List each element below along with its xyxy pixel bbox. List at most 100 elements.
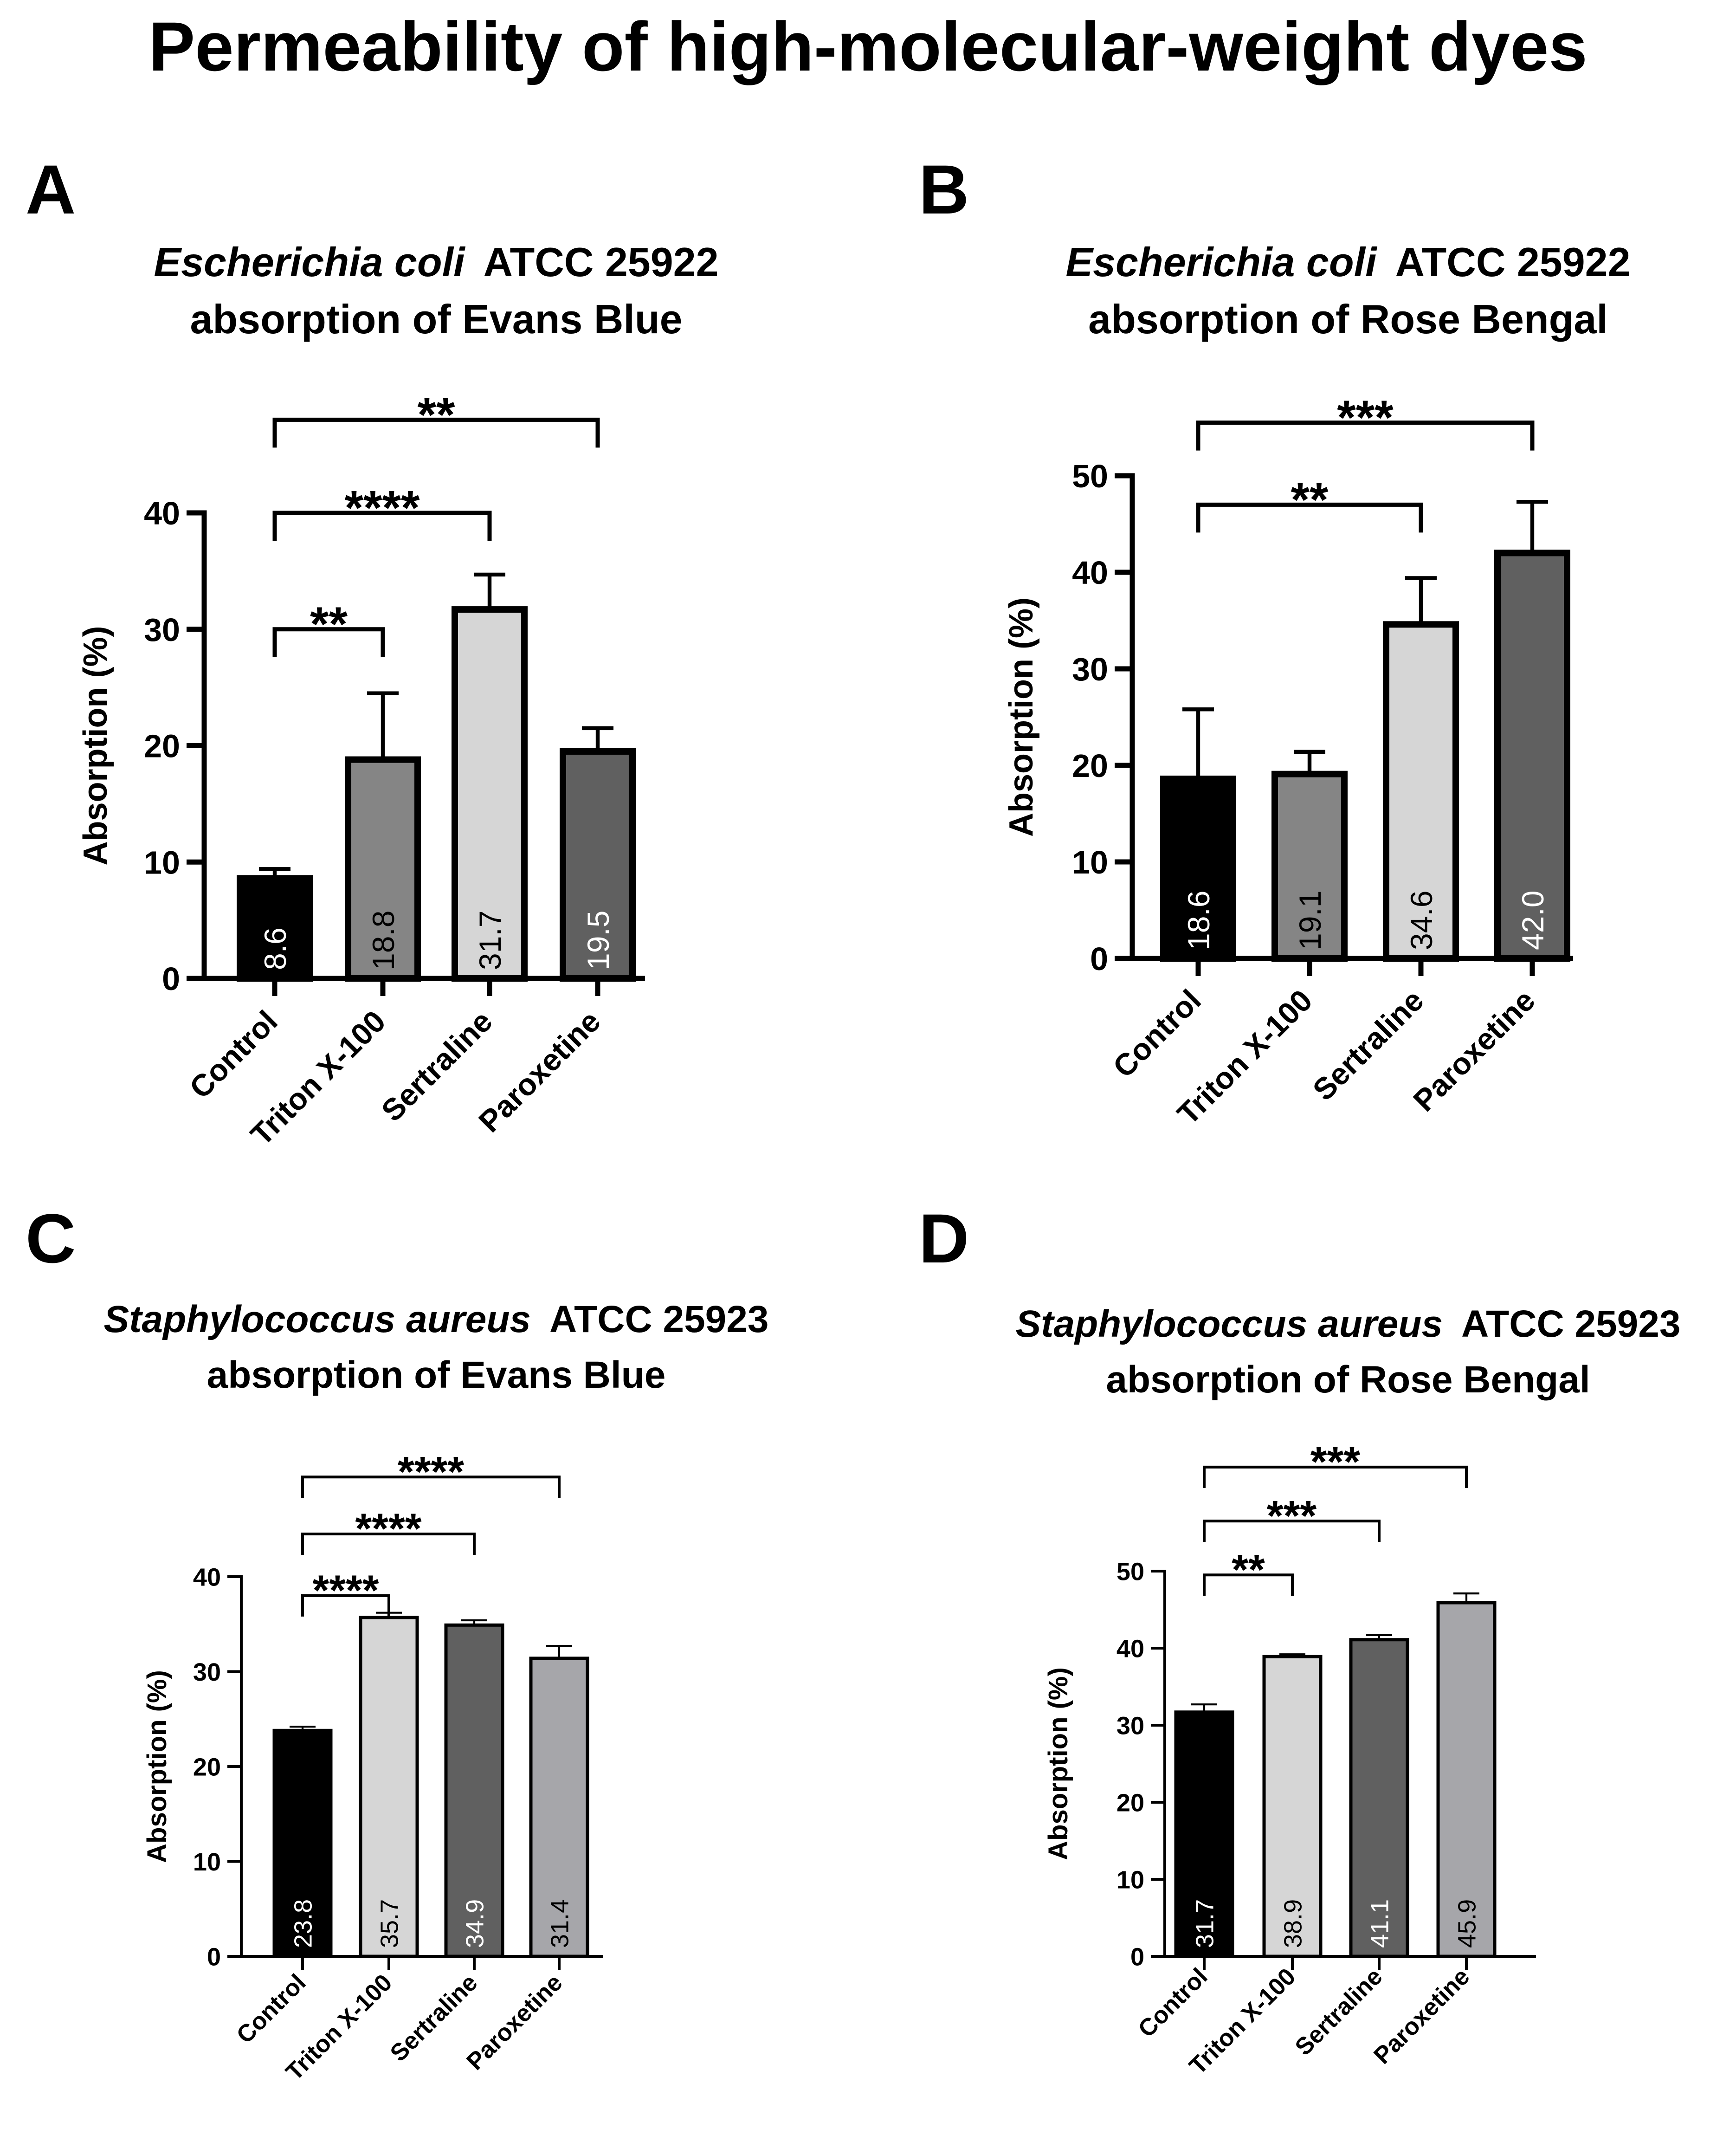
- significance-bracket-2: [1196, 421, 1535, 451]
- y-tick-label: 10: [1072, 844, 1108, 880]
- value-label-2: 38.9: [1279, 1899, 1307, 1948]
- chart-title-strain: ATCC 25922: [1395, 239, 1631, 285]
- category-label-1: Control: [1133, 1963, 1213, 2043]
- significance-bracket-3: [1203, 1465, 1468, 1488]
- y-axis-label: Absorption (%): [142, 1670, 172, 1863]
- panel-label: B: [919, 150, 969, 228]
- y-tick-label: 30: [1116, 1712, 1144, 1740]
- y-tick-label: 20: [144, 728, 180, 764]
- chart-subtitle: absorption of Rose Bengal: [1088, 296, 1608, 342]
- y-tick-label: 0: [1090, 941, 1108, 977]
- value-label-1: 31.7: [1191, 1899, 1219, 1948]
- category-label-4: Paroxetine: [1407, 983, 1542, 1118]
- bar-3: [444, 1623, 504, 1958]
- y-axis-label: Absorption (%): [77, 626, 114, 866]
- chart-title: Staphylococcus aureus ATCC 25923: [103, 1298, 768, 1340]
- y-tick-label: 50: [1072, 458, 1108, 494]
- chart-title-species: Staphylococcus aureus: [1015, 1303, 1443, 1345]
- significance-label-2: ****: [345, 481, 420, 535]
- bar-4: [1494, 550, 1570, 962]
- panel-label: D: [919, 1199, 969, 1277]
- category-label-1: Control: [1106, 983, 1207, 1084]
- significance-label-3: **: [418, 388, 455, 442]
- chart-title: Staphylococcus aureus ATCC 25923: [1015, 1303, 1680, 1345]
- significance-label-2: ***: [1267, 1492, 1317, 1540]
- value-label-3: 41.1: [1366, 1899, 1394, 1948]
- significance-bracket-1: [301, 1594, 390, 1617]
- chart-subtitle: absorption of Evans Blue: [207, 1354, 666, 1396]
- value-label-2: 18.8: [366, 911, 400, 970]
- y-tick-label: 10: [144, 844, 180, 880]
- y-tick-label: 40: [1072, 555, 1108, 591]
- panel-label: A: [26, 150, 76, 228]
- significance-label-3: ***: [1310, 1438, 1361, 1486]
- chart-panel-c: C Staphylococcus aureus ATCC 25923 absorpti…: [26, 1199, 769, 2086]
- y-tick-label: 0: [162, 961, 180, 997]
- y-tick-label: 10: [1116, 1866, 1144, 1894]
- y-tick-label: 30: [1072, 651, 1108, 687]
- value-label-4: 42.0: [1516, 891, 1550, 950]
- y-axis-label: Absorption (%): [1043, 1667, 1073, 1860]
- significance-bracket-3: [301, 1475, 561, 1498]
- value-label-2: 35.7: [375, 1899, 403, 1948]
- value-label-1: 23.8: [289, 1899, 317, 1948]
- y-tick-label: 20: [1072, 748, 1108, 784]
- y-tick-label: 20: [1116, 1789, 1144, 1817]
- chart-panel-b: B Escherichia coli ATCC 25922 absorption of…: [919, 150, 1631, 1131]
- significance-bracket-2: [1203, 1520, 1381, 1542]
- significance-label-1: **: [1232, 1547, 1265, 1594]
- y-tick-label: 30: [144, 612, 180, 648]
- y-tick-label: 40: [193, 1563, 221, 1591]
- y-tick-label: 40: [1116, 1635, 1144, 1663]
- significance-label-1: ****: [312, 1567, 379, 1614]
- y-tick-label: 10: [193, 1848, 221, 1876]
- y-tick-label: 20: [193, 1753, 221, 1781]
- chart-panel-d: D Staphylococcus aureus ATCC 25923 absorpti…: [919, 1199, 1681, 2080]
- value-label-4: 19.5: [581, 911, 615, 970]
- value-label-1: 18.6: [1181, 891, 1216, 950]
- chart-title-strain: ATCC 25923: [1461, 1303, 1680, 1345]
- value-label-3: 34.9: [461, 1899, 489, 1948]
- bar-1: [1174, 1710, 1234, 1958]
- significance-bracket-2: [301, 1532, 476, 1555]
- significance-bracket-1: [1196, 502, 1423, 533]
- chart-title-species: Escherichia coli: [154, 239, 465, 285]
- bar-2: [1262, 1655, 1323, 1958]
- significance-bracket-1: [272, 627, 385, 657]
- chart-subtitle: absorption of Evans Blue: [190, 296, 682, 342]
- value-label-3: 34.6: [1404, 891, 1439, 950]
- significance-label-2: ***: [1337, 391, 1394, 445]
- significance-label-2: ****: [355, 1505, 421, 1553]
- bar-2: [1271, 770, 1348, 962]
- y-tick-label: 30: [193, 1658, 221, 1686]
- value-label-3: 31.7: [473, 911, 507, 970]
- significance-bracket-1: [1203, 1573, 1294, 1596]
- bar-2: [359, 1616, 419, 1958]
- category-label-1: Control: [232, 1969, 311, 2049]
- bar-1: [237, 875, 313, 982]
- figure-title: Permeability of high-molecular-weight dy…: [148, 7, 1588, 85]
- value-label-2: 19.1: [1293, 891, 1327, 950]
- chart-title: Escherichia coli ATCC 25922: [154, 239, 718, 285]
- panel-label: C: [26, 1199, 76, 1277]
- significance-bracket-2: [272, 511, 492, 541]
- chart-title-species: Staphylococcus aureus: [103, 1298, 531, 1340]
- significance-label-1: **: [310, 597, 348, 651]
- value-label-4: 31.4: [546, 1899, 574, 1948]
- chart-title-species: Escherichia coli: [1065, 239, 1377, 285]
- y-tick-label: 0: [1130, 1943, 1144, 1971]
- y-tick-label: 40: [144, 495, 180, 531]
- chart-subtitle: absorption of Rose Bengal: [1106, 1359, 1590, 1401]
- significance-label-3: ****: [398, 1448, 464, 1495]
- y-axis-label: Absorption (%): [1003, 597, 1040, 837]
- chart-title-strain: ATCC 25922: [484, 239, 719, 285]
- value-label-4: 45.9: [1453, 1899, 1481, 1948]
- bar-4: [560, 748, 636, 982]
- chart-title-strain: ATCC 25923: [549, 1298, 768, 1340]
- value-label-1: 8.6: [258, 927, 292, 970]
- significance-bracket-3: [272, 417, 600, 448]
- chart-title: Escherichia coli ATCC 25922: [1065, 239, 1630, 285]
- chart-panel-a: A Escherichia coli ATCC 25922 absorption of…: [26, 150, 719, 1152]
